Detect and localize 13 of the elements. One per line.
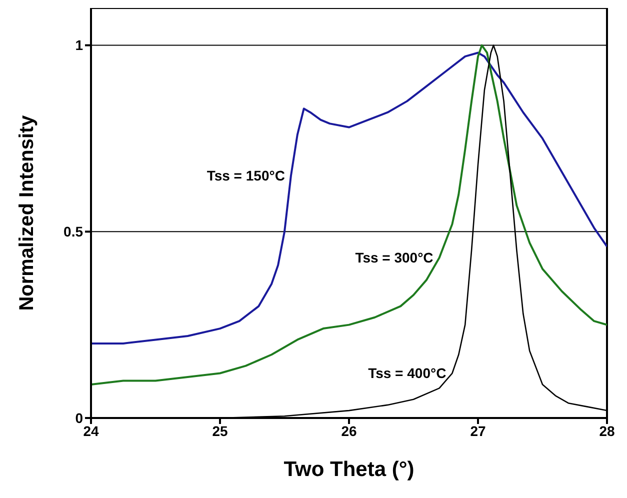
x-tick-label: 28 [599,422,615,439]
x-tick-label: 25 [212,422,228,439]
y-tick-label: 0 [75,410,84,426]
x-tick-label: 27 [470,422,486,439]
x-axis-title: Two Theta (°) [284,458,414,481]
y-axis-title: Normalized Intensity [16,114,38,311]
x-tick-label: 26 [341,422,357,439]
series-label: Tss = 400°C [368,365,446,382]
series-label: Tss = 150°C [206,168,285,184]
series-label: Tss = 300°C [355,250,434,266]
x-tick-label: 24 [83,422,99,439]
y-tick-label: 1 [75,37,84,54]
y-tick-label: 0.5 [64,224,84,240]
